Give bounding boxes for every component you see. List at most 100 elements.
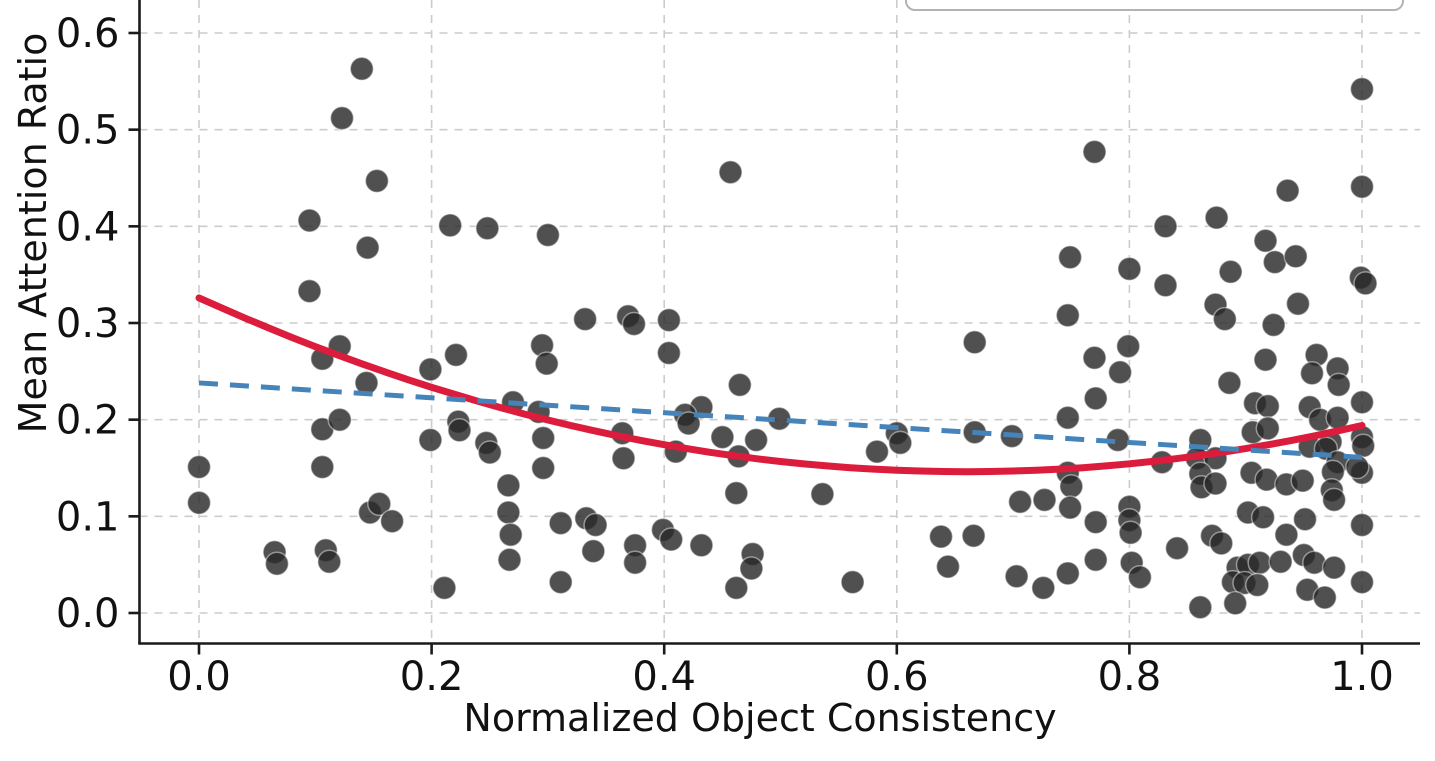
- scatter-point: [475, 216, 500, 241]
- scatter-point: [1164, 535, 1190, 561]
- scatter-point: [1349, 76, 1375, 102]
- scatter-point: [724, 480, 749, 506]
- scatter-point: [1082, 345, 1107, 371]
- scatter-point: [418, 427, 443, 453]
- scatter-point: [498, 522, 523, 547]
- scatter-point: [1118, 520, 1143, 546]
- y-tick-label: 0.4: [56, 204, 120, 250]
- scatter-point: [447, 418, 472, 443]
- scatter-point: [1204, 205, 1229, 230]
- scatter-point: [1292, 506, 1318, 532]
- scatter-point: [497, 547, 522, 573]
- scatter-point: [1268, 549, 1293, 575]
- x-tick-label: 0.2: [400, 654, 464, 700]
- scatter-point: [1083, 509, 1108, 535]
- y-tick-label: 0.5: [56, 108, 120, 154]
- scatter-point: [310, 454, 335, 480]
- legend-box: [905, 0, 1404, 11]
- legend-frame-fragment: [905, 0, 1404, 11]
- scatter-point: [621, 311, 647, 337]
- scatter-point: [888, 430, 913, 456]
- scatter-point: [548, 510, 573, 536]
- scatter-point: [1283, 244, 1308, 269]
- scatter-point: [676, 411, 701, 436]
- scatter-point: [1299, 361, 1325, 386]
- scatter-point: [935, 554, 961, 579]
- scatter-point: [297, 208, 322, 233]
- y-tick-label: 0.6: [56, 11, 120, 57]
- scatter-point: [327, 407, 352, 432]
- scatter-point: [1059, 474, 1084, 499]
- scatter-point: [1007, 489, 1033, 515]
- scatter-point: [1055, 303, 1081, 328]
- scatter-point: [1349, 569, 1375, 595]
- scatter-point: [739, 556, 764, 581]
- scatter-point: [548, 569, 573, 595]
- scatter-point: [710, 424, 735, 450]
- scatter-point: [1203, 471, 1228, 496]
- scatter-point: [1222, 591, 1248, 616]
- scatter-point: [961, 523, 986, 548]
- scatter-point: [437, 213, 463, 238]
- tick-labels: 0.0 0.2 0.4 0.6 0.8 1.0 0.0 0.1 0.2 0.3 0.4 0.5 0.6: [56, 11, 1394, 700]
- scatter-point: [535, 222, 561, 248]
- x-axis-label: Normalized Object Consistency: [463, 696, 1056, 740]
- scatter-point: [349, 56, 375, 82]
- scatter-point: [581, 538, 606, 564]
- scatter-point: [656, 340, 682, 366]
- scatter-point: [689, 533, 714, 558]
- x-tick-label: 0.6: [865, 654, 929, 700]
- scatter-point: [1321, 555, 1347, 580]
- scatter-point: [1353, 271, 1378, 296]
- quadratic-fit-line: [195, 294, 1366, 476]
- scatter-point: [718, 159, 743, 185]
- scatter-point: [1350, 433, 1376, 459]
- scatter-point: [1153, 273, 1178, 298]
- scatter-point: [1209, 531, 1234, 556]
- scatter-point: [477, 440, 503, 465]
- scatter-point: [1217, 370, 1242, 396]
- y-tick-label: 0.3: [56, 301, 120, 347]
- scatter-point: [1247, 550, 1272, 575]
- scatter-point: [496, 473, 521, 498]
- scatter-point: [1349, 390, 1375, 415]
- x-tick-label: 0.8: [1098, 654, 1162, 700]
- scatter-point: [530, 425, 556, 451]
- scatter-point: [1274, 522, 1299, 547]
- scatter-point: [1032, 487, 1057, 513]
- scatter-point: [1250, 505, 1276, 530]
- x-tick-label: 0.0: [167, 654, 231, 700]
- scatter-point: [840, 569, 865, 595]
- scatter-point: [496, 500, 521, 525]
- scatter-point: [656, 307, 682, 333]
- scatter-point: [1057, 495, 1083, 520]
- scatter-point: [1218, 259, 1243, 285]
- scatter-point: [443, 342, 469, 368]
- axis-ticks: [128, 31, 1364, 655]
- scatter-point: [1285, 291, 1311, 316]
- scatter-point: [962, 330, 987, 355]
- scatter-point: [1055, 561, 1081, 586]
- gridlines: [139, 0, 1420, 644]
- scatter-point: [1055, 405, 1081, 430]
- fit-lines: [195, 294, 1366, 476]
- scatter-point: [186, 454, 212, 480]
- scatter-point: [355, 235, 380, 260]
- scatter-point: [186, 490, 212, 516]
- scatter-point: [1349, 174, 1375, 199]
- scatter-point: [583, 512, 608, 538]
- scatter-point: [364, 168, 390, 194]
- scatter-point: [1321, 487, 1347, 513]
- scatter-point: [432, 575, 457, 601]
- scatter-point: [1326, 372, 1351, 398]
- scatter-point: [928, 524, 954, 549]
- y-tick-label: 0.2: [56, 398, 120, 444]
- y-tick-label: 0.0: [56, 591, 120, 637]
- scatter-point: [864, 439, 890, 464]
- scatter-point: [317, 549, 342, 575]
- scatter-point: [1031, 575, 1056, 601]
- scatter-point: [329, 105, 355, 131]
- scatter-point: [1117, 256, 1142, 282]
- scatter-point: [572, 306, 598, 332]
- scatter-point: [297, 278, 322, 304]
